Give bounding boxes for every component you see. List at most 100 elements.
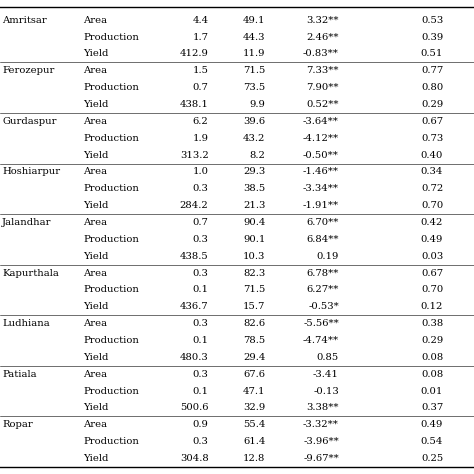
Text: 6.78**: 6.78** [307,269,339,278]
Text: 6.84**: 6.84** [306,235,339,244]
Text: Production: Production [83,134,139,143]
Text: Yield: Yield [83,201,109,210]
Text: 0.3: 0.3 [193,269,209,278]
Text: 29.3: 29.3 [243,167,265,176]
Text: Area: Area [83,16,107,25]
Text: 0.29: 0.29 [421,100,443,109]
Text: -4.12**: -4.12** [303,134,339,143]
Text: -0.13: -0.13 [313,387,339,395]
Text: 39.6: 39.6 [243,117,265,126]
Text: Gurdaspur: Gurdaspur [2,117,57,126]
Text: 15.7: 15.7 [243,302,265,311]
Text: 82.3: 82.3 [243,269,265,278]
Text: Hoshiarpur: Hoshiarpur [2,167,61,176]
Text: 7.90**: 7.90** [306,83,339,92]
Text: 0.42: 0.42 [421,218,443,227]
Text: 71.5: 71.5 [243,66,265,75]
Text: 304.8: 304.8 [180,454,209,463]
Text: 7.33**: 7.33** [306,66,339,75]
Text: Patiala: Patiala [2,370,37,379]
Text: 0.01: 0.01 [421,387,443,395]
Text: 47.1: 47.1 [243,387,265,395]
Text: Area: Area [83,66,107,75]
Text: 1.9: 1.9 [192,134,209,143]
Text: 90.1: 90.1 [243,235,265,244]
Text: 0.3: 0.3 [193,370,209,379]
Text: 78.5: 78.5 [243,336,265,345]
Text: 0.9: 0.9 [193,420,209,429]
Text: 0.49: 0.49 [421,235,443,244]
Text: 6.2: 6.2 [193,117,209,126]
Text: 412.9: 412.9 [180,49,209,58]
Text: -3.64**: -3.64** [303,117,339,126]
Text: 1.0: 1.0 [192,167,209,176]
Text: -0.50**: -0.50** [303,151,339,160]
Text: -0.53*: -0.53* [308,302,339,311]
Text: -1.91**: -1.91** [303,201,339,210]
Text: Amritsar: Amritsar [2,16,47,25]
Text: Production: Production [83,336,139,345]
Text: 0.25: 0.25 [421,454,443,463]
Text: 11.9: 11.9 [243,49,265,58]
Text: Yield: Yield [83,151,109,160]
Text: Production: Production [83,285,139,294]
Text: 0.08: 0.08 [421,370,443,379]
Text: 0.3: 0.3 [193,437,209,446]
Text: 9.9: 9.9 [250,100,265,109]
Text: 90.4: 90.4 [243,218,265,227]
Text: 6.27**: 6.27** [307,285,339,294]
Text: -0.83**: -0.83** [303,49,339,58]
Text: 1.5: 1.5 [192,66,209,75]
Text: 0.67: 0.67 [421,269,443,278]
Text: Yield: Yield [83,302,109,311]
Text: Yield: Yield [83,49,109,58]
Text: 0.3: 0.3 [193,319,209,328]
Text: Production: Production [83,83,139,92]
Text: 44.3: 44.3 [243,33,265,42]
Text: 21.3: 21.3 [243,201,265,210]
Text: 0.85: 0.85 [317,353,339,362]
Text: Production: Production [83,235,139,244]
Text: 55.4: 55.4 [243,420,265,429]
Text: 0.54: 0.54 [421,437,443,446]
Text: Production: Production [83,437,139,446]
Text: 61.4: 61.4 [243,437,265,446]
Text: Production: Production [83,33,139,42]
Text: Area: Area [83,167,107,176]
Text: 6.70**: 6.70** [307,218,339,227]
Text: Yield: Yield [83,252,109,261]
Text: Area: Area [83,269,107,278]
Text: 10.3: 10.3 [243,252,265,261]
Text: Ferozepur: Ferozepur [2,66,55,75]
Text: 313.2: 313.2 [180,151,209,160]
Text: -9.67**: -9.67** [303,454,339,463]
Text: 500.6: 500.6 [180,403,209,412]
Text: 438.5: 438.5 [180,252,209,261]
Text: Area: Area [83,370,107,379]
Text: 32.9: 32.9 [243,403,265,412]
Text: 0.38: 0.38 [421,319,443,328]
Text: -3.96**: -3.96** [303,437,339,446]
Text: 0.7: 0.7 [193,218,209,227]
Text: 0.19: 0.19 [317,252,339,261]
Text: 73.5: 73.5 [243,83,265,92]
Text: Yield: Yield [83,100,109,109]
Text: 0.70: 0.70 [421,285,443,294]
Text: 67.6: 67.6 [244,370,265,379]
Text: 38.5: 38.5 [243,184,265,193]
Text: 43.2: 43.2 [243,134,265,143]
Text: 480.3: 480.3 [180,353,209,362]
Text: Area: Area [83,117,107,126]
Text: 284.2: 284.2 [180,201,209,210]
Text: 0.1: 0.1 [192,336,209,345]
Text: 0.03: 0.03 [421,252,443,261]
Text: 49.1: 49.1 [243,16,265,25]
Text: Kapurthala: Kapurthala [2,269,59,278]
Text: -4.74**: -4.74** [303,336,339,345]
Text: Area: Area [83,319,107,328]
Text: 3.38**: 3.38** [306,403,339,412]
Text: Yield: Yield [83,403,109,412]
Text: 436.7: 436.7 [180,302,209,311]
Text: 0.40: 0.40 [421,151,443,160]
Text: 0.34: 0.34 [421,167,443,176]
